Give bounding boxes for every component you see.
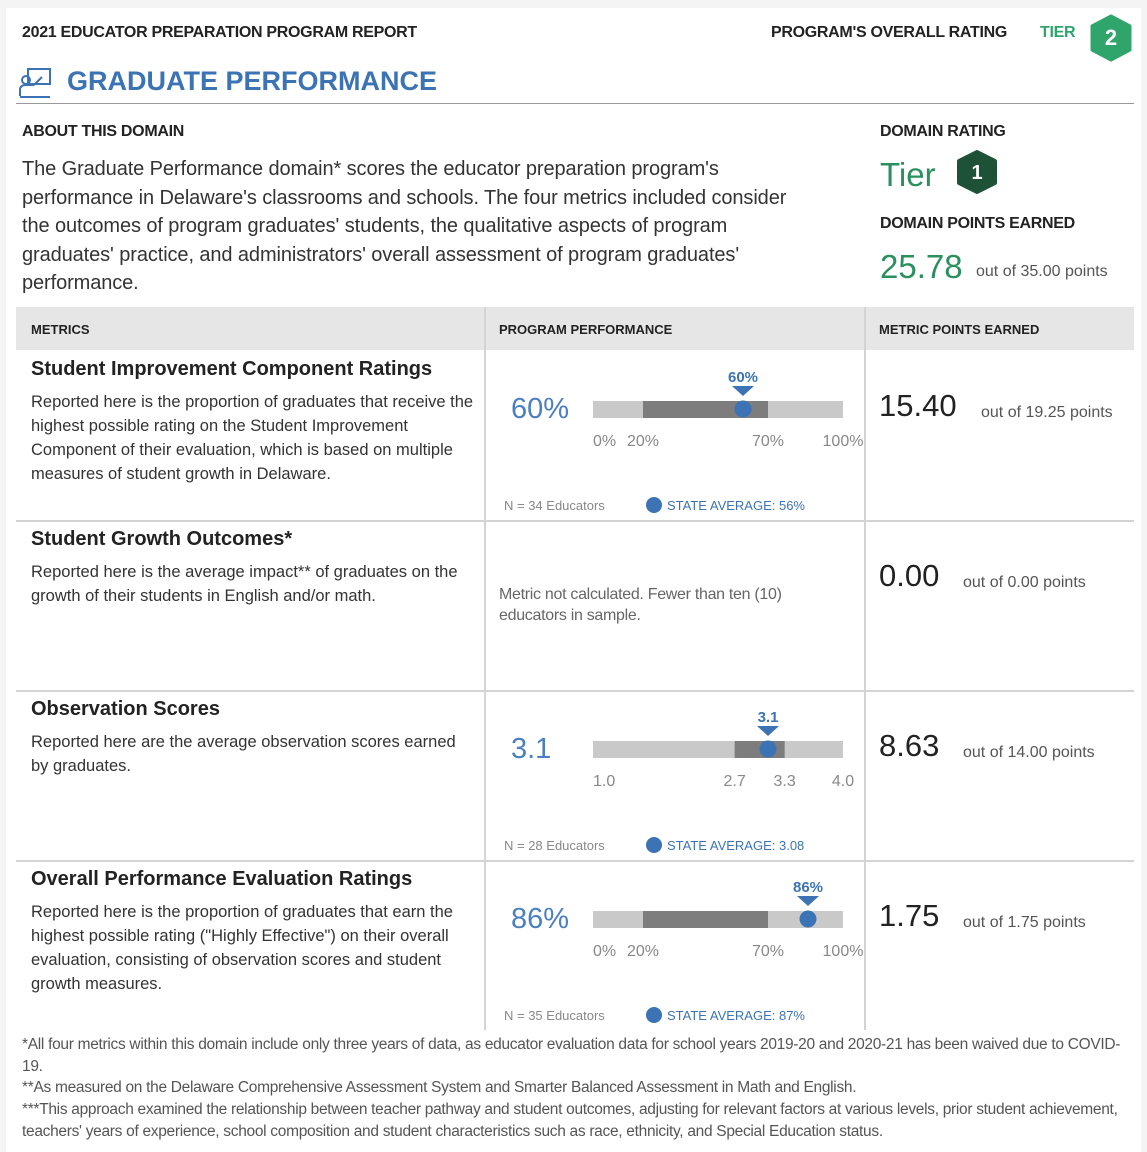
domain-rating-heading: DOMAIN RATING xyxy=(880,123,1006,140)
about-heading: ABOUT THIS DOMAIN xyxy=(22,123,185,140)
column-header: METRIC POINTS EARNED xyxy=(879,322,1040,337)
metric-points: 15.40 xyxy=(879,388,957,423)
marker-arrow xyxy=(797,896,819,906)
column-divider xyxy=(484,307,486,1030)
tick-label: 100% xyxy=(823,433,864,450)
footnote: ***This approach examined the relationsh… xyxy=(22,1101,1118,1140)
overall-rating-label: PROGRAM'S OVERALL RATING xyxy=(771,24,1008,41)
metric-points: 1.75 xyxy=(879,898,940,933)
performance-gauge: 60% 0% 20% 70% 100% 60% N = 34 Educators STATE … xyxy=(504,369,864,513)
metric-title: Student Growth Outcomes* xyxy=(31,528,293,550)
column-header: PROGRAM PERFORMANCE xyxy=(499,322,673,337)
metric-points: 8.63 xyxy=(879,728,940,763)
table-header xyxy=(16,307,1134,350)
performance-value: 86% xyxy=(511,903,569,935)
report-title: 2021 EDUCATOR PREPARATION PROGRAM REPORT xyxy=(22,24,417,41)
metric-description: Reported here is the average impact** of… xyxy=(31,563,458,605)
tick-label: 0% xyxy=(593,433,616,450)
tick-label: 70% xyxy=(752,433,784,450)
metric-out-of: out of 19.25 points xyxy=(981,404,1113,421)
domain-points-heading: DOMAIN POINTS EARNED xyxy=(880,215,1075,232)
tick-label: 2.7 xyxy=(724,773,746,790)
marker-label: 60% xyxy=(728,369,758,386)
metric-title: Student Improvement Component Ratings xyxy=(31,358,433,380)
tick-label: 100% xyxy=(823,943,864,960)
tick-label: 4.0 xyxy=(832,773,854,790)
divider xyxy=(16,103,1134,104)
state-average-dot xyxy=(646,1007,662,1023)
hexagon xyxy=(1090,14,1132,62)
metric-out-of: out of 0.00 points xyxy=(963,574,1086,591)
metric-description: Reported here is the proportion of gradu… xyxy=(31,903,453,993)
state-average: STATE AVERAGE: 56% xyxy=(667,498,805,513)
metric-out-of: out of 14.00 points xyxy=(963,744,1095,761)
row-divider xyxy=(16,690,1134,692)
performance-gauge: 3.1 1.0 2.7 3.3 4.0 3.1 N = 28 Educators STATE … xyxy=(504,709,854,853)
metric-description: Reported here are the average observatio… xyxy=(31,733,456,775)
row-divider xyxy=(16,860,1134,862)
domain-out-of: out of 35.00 points xyxy=(976,263,1108,280)
educator-count: N = 35 Educators xyxy=(504,1008,605,1023)
state-average: STATE AVERAGE: 87% xyxy=(667,1008,805,1023)
metric-out-of: out of 1.75 points xyxy=(963,914,1086,931)
gauge-band xyxy=(643,911,768,928)
performance-gauge: 86% 0% 20% 70% 100% 86% N = 35 Educators STATE … xyxy=(504,879,864,1023)
overall-tier-value: 2 xyxy=(1105,25,1117,50)
report-sheet: 2021 EDUCATOR PREPARATION PROGRAM REPORT… xyxy=(6,8,1141,1152)
tick-label: 3.3 xyxy=(774,773,796,790)
footnote: *All four metrics within this domain inc… xyxy=(22,1036,1121,1075)
tick-label: 1.0 xyxy=(593,773,615,790)
marker-dot xyxy=(734,400,752,418)
metric-description: Reported here is the proportion of gradu… xyxy=(31,393,474,483)
metric-title: Overall Performance Evaluation Ratings xyxy=(31,868,413,890)
marker-label: 3.1 xyxy=(758,709,779,726)
gauge-range xyxy=(593,741,843,758)
performance-value: 60% xyxy=(511,393,569,425)
marker-arrow xyxy=(757,726,779,736)
tick-label: 0% xyxy=(593,943,616,960)
tick-label: 20% xyxy=(627,943,659,960)
tier-label: TIER xyxy=(1040,24,1076,41)
metric-title: Observation Scores xyxy=(31,698,220,720)
state-average: STATE AVERAGE: 3.08 xyxy=(667,838,804,853)
domain-tier-badge: 1 xyxy=(957,150,997,194)
performance-value: 3.1 xyxy=(511,733,551,765)
educator-count: N = 34 Educators xyxy=(504,498,605,513)
educator-count: N = 28 Educators xyxy=(504,838,605,853)
about-text: The Graduate Performance domain* scores … xyxy=(22,158,787,294)
row-divider xyxy=(16,520,1134,522)
domain-points: 25.78 xyxy=(880,248,963,285)
footnote: **As measured on the Delaware Comprehens… xyxy=(22,1079,857,1096)
tick-label: 20% xyxy=(627,433,659,450)
domain-tier-word: Tier xyxy=(880,156,936,193)
domain-tier-value: 1 xyxy=(971,162,982,184)
marker-dot xyxy=(799,910,817,928)
marker-dot xyxy=(759,740,777,758)
state-average-dot xyxy=(646,837,662,853)
state-average-dot xyxy=(646,497,662,513)
hexagon xyxy=(957,150,997,194)
metric-points: 0.00 xyxy=(879,558,940,593)
section-title: GRADUATE PERFORMANCE xyxy=(67,66,437,96)
overall-tier-badge: 2 xyxy=(1090,14,1132,62)
section-icon xyxy=(19,68,51,98)
marker-arrow xyxy=(732,386,754,396)
metric-note: Metric not calculated. Fewer than ten (1… xyxy=(499,586,782,624)
column-divider xyxy=(864,307,866,1030)
tick-label: 70% xyxy=(752,943,784,960)
marker-label: 86% xyxy=(793,879,823,896)
column-header: METRICS xyxy=(31,322,90,337)
